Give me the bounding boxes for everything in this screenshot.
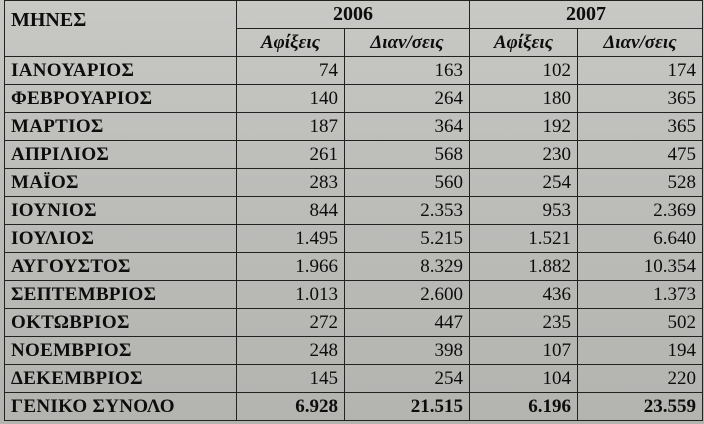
overnights-header: Διαν/σεις (577, 28, 703, 57)
value-cell: 2.353 (344, 196, 470, 225)
value-cell: 174 (577, 56, 703, 85)
value-cell: 220 (577, 364, 703, 393)
month-cell: ΣΕΠΤΕΜΒΡΙΟΣ (4, 280, 237, 309)
arrivals-header: Αφίξεις (469, 28, 578, 57)
value-cell: 230 (469, 140, 578, 169)
table-row: ΔΕΚΕΜΒΡΙΟΣ 145 254 104 220 (4, 364, 703, 393)
value-cell: 102 (469, 56, 578, 85)
value-cell: 261 (236, 140, 345, 169)
value-cell: 365 (577, 112, 703, 141)
value-cell: 2.600 (344, 280, 470, 309)
table-row: ΙΟΥΝΙΟΣ 844 2.353 953 2.369 (4, 196, 703, 225)
value-cell: 192 (469, 112, 578, 141)
months-column-header: ΜΗΝΕΣ (4, 0, 237, 57)
value-cell: 568 (344, 140, 470, 169)
arrivals-header: Αφίξεις (236, 28, 345, 57)
table-row: ΜΑΪΟΣ 283 560 254 528 (4, 168, 703, 197)
table-body: ΙΑΝΟΥΑΡΙΟΣ 74 163 102 174 ΦΕΒΡΟΥΑΡΙΟΣ 140 264 18… (4, 56, 703, 421)
value-cell: 163 (344, 56, 470, 85)
value-cell: 194 (577, 336, 703, 365)
total-label: ΓΕΝΙΚΟ ΣΥΝΟΛΟ (4, 392, 237, 421)
year-header-2007: 2007 (469, 0, 703, 29)
value-cell: 235 (469, 308, 578, 337)
total-value-cell: 6.928 (236, 392, 345, 421)
table-row: ΜΑΡΤΙΟΣ 187 364 192 365 (4, 112, 703, 141)
table-row: ΝΟΕΜΒΡΙΟΣ 248 398 107 194 (4, 336, 703, 365)
value-cell: 140 (236, 84, 345, 113)
month-cell: ΜΑΡΤΙΟΣ (4, 112, 237, 141)
value-cell: 180 (469, 84, 578, 113)
value-cell: 107 (469, 336, 578, 365)
table-row: ΙΟΥΛΙΟΣ 1.495 5.215 1.521 6.640 (4, 224, 703, 253)
value-cell: 6.640 (577, 224, 703, 253)
value-cell: 1.373 (577, 280, 703, 309)
month-cell: ΔΕΚΕΜΒΡΙΟΣ (4, 364, 237, 393)
sub-header-row: Αφίξεις Διαν/σεις Αφίξεις Διαν/σεις (5, 28, 703, 57)
value-cell: 560 (344, 168, 470, 197)
total-value-cell: 21.515 (344, 392, 470, 421)
total-value-cell: 6.196 (469, 392, 578, 421)
value-cell: 502 (577, 308, 703, 337)
value-cell: 1.013 (236, 280, 345, 309)
month-cell: ΟΚΤΩΒΡΙΟΣ (4, 308, 237, 337)
value-cell: 104 (469, 364, 578, 393)
year-header-row: ΜΗΝΕΣ 2006 2007 (4, 0, 703, 57)
value-cell: 398 (344, 336, 470, 365)
value-cell: 2.369 (577, 196, 703, 225)
value-cell: 74 (236, 56, 345, 85)
value-cell: 447 (344, 308, 470, 337)
value-cell: 145 (236, 364, 345, 393)
value-cell: 1.495 (236, 224, 345, 253)
month-cell: ΝΟΕΜΒΡΙΟΣ (4, 336, 237, 365)
value-cell: 364 (344, 112, 470, 141)
table-row: ΦΕΒΡΟΥΑΡΙΟΣ 140 264 180 365 (4, 84, 703, 113)
value-cell: 272 (236, 308, 345, 337)
month-cell: ΙΟΥΝΙΟΣ (4, 196, 237, 225)
total-row: ΓΕΝΙΚΟ ΣΥΝΟΛΟ 6.928 21.515 6.196 23.559 (4, 392, 703, 421)
month-cell: ΑΥΓΟΥΣΤΟΣ (4, 252, 237, 281)
month-cell: ΦΕΒΡΟΥΑΡΙΟΣ (4, 84, 237, 113)
table-row: ΑΠΡΙΛΙΟΣ 261 568 230 475 (4, 140, 703, 169)
table-row: ΟΚΤΩΒΡΙΟΣ 272 447 235 502 (4, 308, 703, 337)
year-header-2006: 2006 (236, 0, 470, 29)
value-cell: 844 (236, 196, 345, 225)
value-cell: 283 (236, 168, 345, 197)
table-row: ΙΑΝΟΥΑΡΙΟΣ 74 163 102 174 (4, 56, 703, 85)
value-cell: 436 (469, 280, 578, 309)
month-cell: ΙΟΥΛΙΟΣ (4, 224, 237, 253)
value-cell: 248 (236, 336, 345, 365)
value-cell: 264 (344, 84, 470, 113)
value-cell: 8.329 (344, 252, 470, 281)
month-cell: ΙΑΝΟΥΑΡΙΟΣ (4, 56, 237, 85)
table-row: ΣΕΠΤΕΜΒΡΙΟΣ 1.013 2.600 436 1.373 (4, 280, 703, 309)
tourism-statistics-table: ΜΗΝΕΣ 2006 2007 Αφίξεις Διαν/σεις Αφίξει… (4, 0, 703, 421)
table-row: ΑΥΓΟΥΣΤΟΣ 1.966 8.329 1.882 10.354 (4, 252, 703, 281)
value-cell: 187 (236, 112, 345, 141)
value-cell: 1.521 (469, 224, 578, 253)
month-cell: ΑΠΡΙΛΙΟΣ (4, 140, 237, 169)
value-cell: 475 (577, 140, 703, 169)
month-cell: ΜΑΪΟΣ (4, 168, 237, 197)
value-cell: 1.882 (469, 252, 578, 281)
value-cell: 254 (469, 168, 578, 197)
value-cell: 1.966 (236, 252, 345, 281)
value-cell: 5.215 (344, 224, 470, 253)
value-cell: 953 (469, 196, 578, 225)
value-cell: 10.354 (577, 252, 703, 281)
overnights-header: Διαν/σεις (344, 28, 470, 57)
value-cell: 254 (344, 364, 470, 393)
value-cell: 365 (577, 84, 703, 113)
total-value-cell: 23.559 (577, 392, 703, 421)
value-cell: 528 (577, 168, 703, 197)
